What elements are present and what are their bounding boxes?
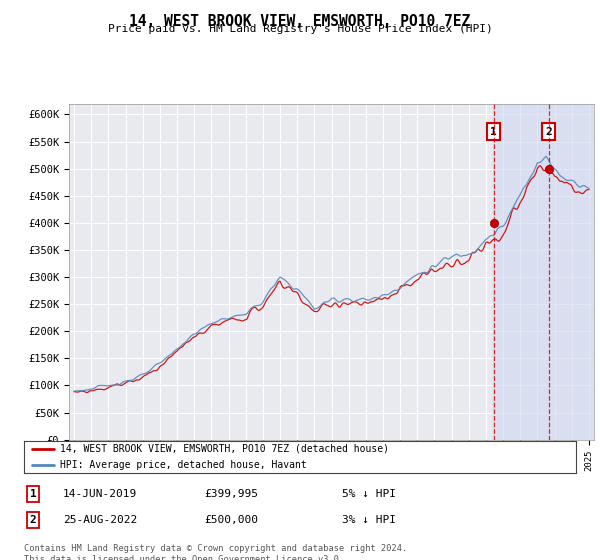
Text: 14-JUN-2019: 14-JUN-2019 (63, 489, 137, 499)
Text: 14, WEST BROOK VIEW, EMSWORTH, PO10 7EZ: 14, WEST BROOK VIEW, EMSWORTH, PO10 7EZ (130, 14, 470, 29)
Text: HPI: Average price, detached house, Havant: HPI: Average price, detached house, Hava… (60, 460, 307, 470)
Text: 25-AUG-2022: 25-AUG-2022 (63, 515, 137, 525)
Text: 14, WEST BROOK VIEW, EMSWORTH, PO10 7EZ (detached house): 14, WEST BROOK VIEW, EMSWORTH, PO10 7EZ … (60, 444, 389, 454)
Text: 2: 2 (545, 127, 552, 137)
Text: 5% ↓ HPI: 5% ↓ HPI (342, 489, 396, 499)
Text: £500,000: £500,000 (204, 515, 258, 525)
Text: £399,995: £399,995 (204, 489, 258, 499)
Text: 3% ↓ HPI: 3% ↓ HPI (342, 515, 396, 525)
Text: Price paid vs. HM Land Registry's House Price Index (HPI): Price paid vs. HM Land Registry's House … (107, 24, 493, 34)
Text: 1: 1 (490, 127, 497, 137)
Text: 1: 1 (29, 489, 37, 499)
Bar (493, 104, 598, 440)
Text: 2: 2 (29, 515, 37, 525)
Text: Contains HM Land Registry data © Crown copyright and database right 2024.
This d: Contains HM Land Registry data © Crown c… (24, 544, 407, 560)
